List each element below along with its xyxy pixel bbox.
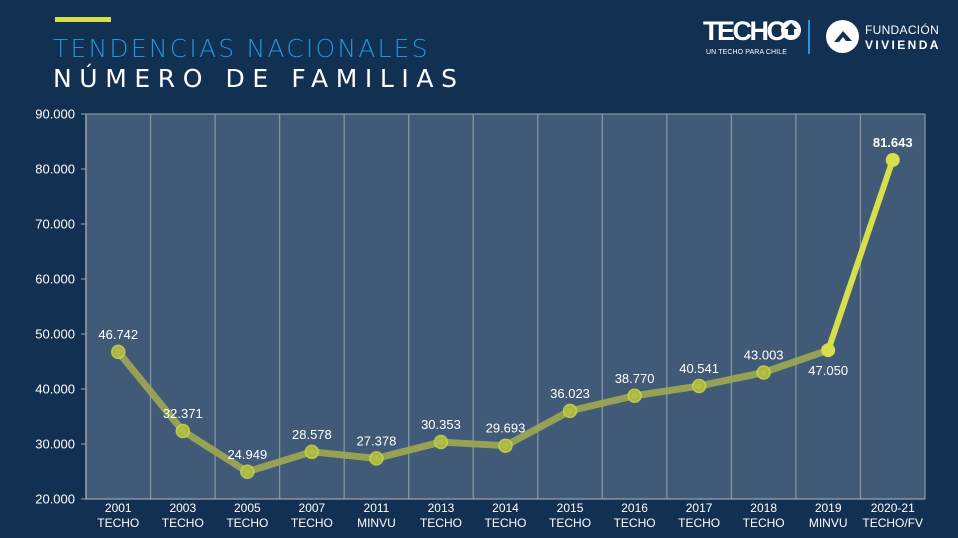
x-tick-label-source: MINVU: [357, 516, 396, 530]
accent-bar: [55, 17, 111, 22]
data-point-highlight: [885, 152, 900, 167]
fundacion-vivienda-logo-icon: [826, 20, 859, 53]
data-label: 29.693: [486, 421, 526, 436]
x-axis: 2001TECHO2003TECHO2005TECHO2007TECHO2011…: [86, 498, 925, 530]
plot-area: [86, 114, 925, 499]
data-label: 28.578: [292, 427, 332, 442]
data-point-ring: [436, 437, 446, 447]
data-point-ring: [630, 391, 640, 401]
x-tick-label-year: 2017: [686, 501, 713, 515]
logo-divider: [808, 20, 810, 54]
data-label: 32.371: [163, 406, 203, 421]
x-tick-label-year: 2015: [557, 501, 584, 515]
data-point-ring: [178, 426, 188, 436]
y-tick-label: 40.000: [35, 382, 75, 397]
data-label: 47.050: [808, 363, 848, 378]
x-tick-label-year: 2005: [234, 501, 261, 515]
data-point: [240, 464, 255, 480]
data-label: 81.643: [873, 135, 913, 150]
y-tick-label: 20.000: [35, 492, 75, 507]
data-point-ring: [565, 406, 575, 416]
data-point: [433, 434, 449, 450]
y-tick-label: 60.000: [35, 272, 75, 287]
x-tick-label-source: TECHO: [226, 516, 268, 530]
x-tick-label-source: TECHO: [743, 516, 785, 530]
y-tick-label: 70.000: [35, 217, 75, 232]
data-point-ring: [371, 453, 381, 463]
data-point: [756, 365, 771, 380]
data-label: 46.742: [98, 327, 138, 342]
x-tick-label-year: 2019: [815, 501, 842, 515]
techo-tagline: UN TECHO PARA CHILE: [706, 49, 787, 56]
x-tick-label-year: 2016: [621, 501, 648, 515]
data-label: 24.949: [227, 447, 267, 462]
data-point: [111, 344, 126, 360]
x-tick-label-source: TECHO: [420, 516, 462, 530]
data-point-ring: [694, 381, 704, 391]
data-point: [304, 444, 320, 460]
data-point-ring: [113, 347, 123, 357]
page-title: TENDENCIAS NACIONALES: [53, 34, 430, 63]
x-tick-label-year: 2011: [364, 501, 390, 515]
data-point-ring: [307, 447, 317, 457]
x-tick-label-year: 2018: [750, 501, 777, 515]
y-tick-label: 30.000: [35, 437, 75, 452]
data-label: 40.541: [679, 361, 719, 376]
y-tick-label: 90.000: [35, 107, 75, 122]
x-tick-label-year: 2003: [169, 501, 196, 515]
x-tick-label-source: TECHO: [291, 516, 333, 530]
page-subtitle: NÚMERO DE FAMILIAS: [53, 64, 465, 93]
series-line: [111, 152, 900, 480]
x-tick-label-source: TECHO: [678, 516, 720, 530]
data-labels: 46.742 32.371 24.949 28.578 27.378 30.353 29.6…: [98, 135, 912, 462]
data-point: [562, 403, 578, 419]
data-label: 30.353: [421, 417, 461, 432]
fundacion-label: FUNDACIÓN: [865, 23, 940, 37]
x-tick-label-year: 2007: [299, 501, 326, 515]
series-line-main: [114, 346, 832, 476]
data-point: [691, 378, 707, 394]
x-tick-label-source: TECHO: [485, 516, 527, 530]
y-axis: 20.000 30.000 40.000 50.000 60.000 70.000 80.0…: [35, 107, 87, 507]
x-tick-label-source: MINVU: [809, 516, 848, 530]
data-point: [369, 451, 384, 466]
data-label: 38.770: [615, 371, 655, 386]
x-tick-label-year: 2014: [492, 501, 519, 515]
x-tick-label-source: TECHO: [97, 516, 139, 530]
logos: TECHO UN TECHO PARA CHILE FUNDACIÓN VIVI…: [700, 16, 950, 60]
data-point-ring: [242, 467, 252, 477]
data-point-ring: [759, 367, 769, 377]
house-icon: [781, 20, 801, 40]
data-point: [175, 423, 191, 439]
techo-logo: TECHO: [703, 16, 788, 46]
y-tick-label: 80.000: [35, 162, 75, 177]
vivienda-label: VIVIENDA: [865, 38, 941, 52]
x-tick-label-source: TECHO: [162, 516, 204, 530]
data-label: 36.023: [550, 386, 590, 401]
series-line-highlight: [825, 156, 896, 354]
x-tick-label-source: TECHO: [549, 516, 591, 530]
x-tick-label-year: 2001: [105, 501, 132, 515]
y-tick-label: 50.000: [35, 327, 75, 342]
x-tick-label-year: 2013: [428, 501, 455, 515]
data-point: [498, 438, 513, 453]
x-tick-label-source: TECHO: [614, 516, 656, 530]
x-tick-label-year: 2020-21: [871, 501, 915, 515]
x-tick-label-source: TECHO/FV: [862, 516, 923, 530]
data-label: 27.378: [357, 433, 397, 448]
data-point-highlight: [821, 343, 836, 358]
data-label: 43.003: [744, 347, 784, 362]
data-point: [627, 388, 642, 404]
data-point-ring: [501, 441, 510, 451]
